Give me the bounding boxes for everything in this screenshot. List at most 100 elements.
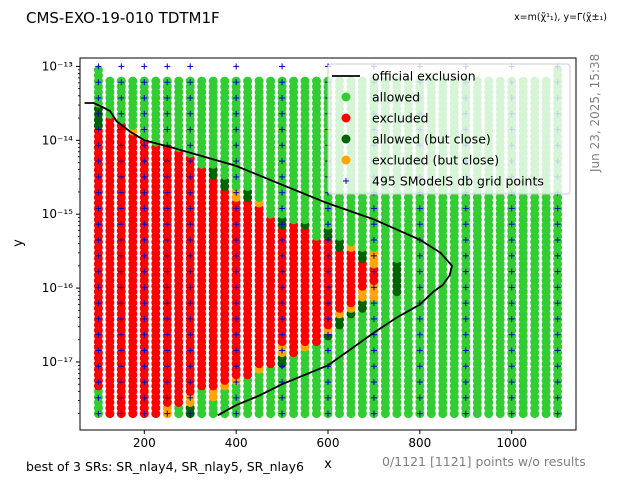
grid-point-marker (508, 268, 515, 275)
grid-point-marker (141, 110, 148, 117)
grid-point-marker (141, 63, 148, 70)
y-tick-label: 10⁻¹³ (42, 59, 73, 73)
grid-point-marker (416, 252, 423, 259)
grid-point-marker (233, 237, 240, 244)
grid-point-marker (554, 379, 561, 386)
grid-point-marker (325, 268, 331, 275)
grid-point-marker (325, 410, 331, 417)
grid-point-marker (164, 363, 171, 370)
grid-point-marker (95, 189, 102, 196)
grid-point-marker (508, 363, 515, 370)
grid-point-marker (325, 205, 331, 212)
grid-point-marker (95, 110, 102, 117)
grid-point-marker (187, 252, 194, 259)
grid-point-marker (118, 237, 125, 244)
grid-point-marker (279, 284, 286, 291)
data-point-allowed (208, 76, 218, 86)
grid-point-marker (164, 189, 171, 196)
grid-point-marker (164, 94, 171, 101)
grid-point-marker (164, 331, 171, 338)
grid-point-marker (118, 315, 125, 322)
grid-point-marker (233, 221, 240, 228)
grid-point-marker (325, 347, 331, 354)
grid-point-marker (554, 394, 561, 401)
grid-point-marker (164, 252, 171, 259)
grid-point-marker (95, 252, 102, 259)
grid-point-marker (554, 410, 561, 417)
data-point-allowed (105, 76, 115, 86)
grid-point-marker (462, 410, 469, 417)
grid-point-marker (187, 189, 194, 196)
grid-point-marker (416, 268, 423, 275)
y-tick-label: 10⁻¹⁷ (42, 355, 73, 369)
legend-marker-allowed-close (341, 134, 351, 144)
grid-point-marker (279, 221, 286, 228)
grid-point-marker (233, 331, 240, 338)
grid-point-marker (141, 363, 148, 370)
grid-point-marker (279, 173, 286, 180)
grid-point-marker (279, 331, 286, 338)
grid-point-marker (118, 158, 125, 165)
grid-point-marker (118, 379, 125, 386)
grid-point-marker (141, 300, 148, 307)
x-tick-label: 200 (133, 436, 156, 450)
grid-point-marker (508, 252, 515, 259)
x-tick-label: 1000 (496, 436, 527, 450)
grid-point-marker (416, 363, 423, 370)
grid-point-marker (141, 142, 148, 149)
grid-point-marker (416, 379, 423, 386)
grid-point-marker (95, 221, 102, 228)
grid-point-marker (187, 363, 194, 370)
grid-point-marker (279, 268, 286, 275)
grid-point-marker (141, 158, 148, 165)
data-point-allowed (312, 76, 321, 86)
grid-point-marker (164, 300, 171, 307)
grid-point-marker (164, 379, 171, 386)
grid-point-marker (164, 221, 171, 228)
grid-point-marker (370, 205, 377, 212)
grid-point-marker (279, 205, 286, 212)
grid-point-marker (462, 363, 469, 370)
grid-point-marker (416, 394, 423, 401)
grid-point-marker (554, 347, 561, 354)
grid-point-marker (279, 300, 286, 307)
grid-point-marker (554, 300, 561, 307)
grid-point-marker (279, 189, 286, 196)
grid-point-marker (141, 189, 148, 196)
grid-point-marker (118, 205, 125, 212)
grid-point-marker (233, 315, 240, 322)
grid-point-marker (233, 363, 240, 370)
data-point-allowed (243, 76, 253, 86)
grid-point-marker (118, 173, 125, 180)
grid-point-marker (141, 315, 148, 322)
x-tick-label: 600 (317, 436, 340, 450)
grid-point-marker (462, 205, 469, 212)
grid-point-marker (187, 394, 194, 401)
grid-point-marker (118, 79, 125, 86)
data-point-allowed (151, 76, 161, 86)
grid-point-marker (95, 379, 102, 386)
grid-point-marker (187, 158, 194, 165)
y-tick-label: 10⁻¹⁶ (42, 281, 73, 295)
grid-point-marker (164, 205, 171, 212)
grid-point-marker (141, 126, 148, 133)
grid-point-marker (370, 252, 377, 259)
grid-point-marker (279, 110, 286, 117)
grid-point-marker (141, 379, 148, 386)
grid-point-marker (118, 142, 125, 149)
grid-point-marker (554, 221, 561, 228)
grid-point-marker (233, 79, 240, 86)
grid-point-marker (508, 410, 515, 417)
grid-point-marker (95, 284, 102, 291)
grid-point-marker (233, 394, 240, 401)
data-point-allowed (93, 65, 103, 75)
grid-point-marker (233, 300, 240, 307)
grid-point-marker (233, 205, 240, 212)
grid-point-marker (416, 315, 423, 322)
grid-point-marker (325, 284, 331, 291)
grid-point-marker (279, 394, 286, 401)
grid-point-marker (118, 189, 125, 196)
y-tick-label: 10⁻¹⁵ (42, 207, 73, 221)
grid-point-marker (279, 158, 286, 165)
grid-point-marker (141, 268, 148, 275)
